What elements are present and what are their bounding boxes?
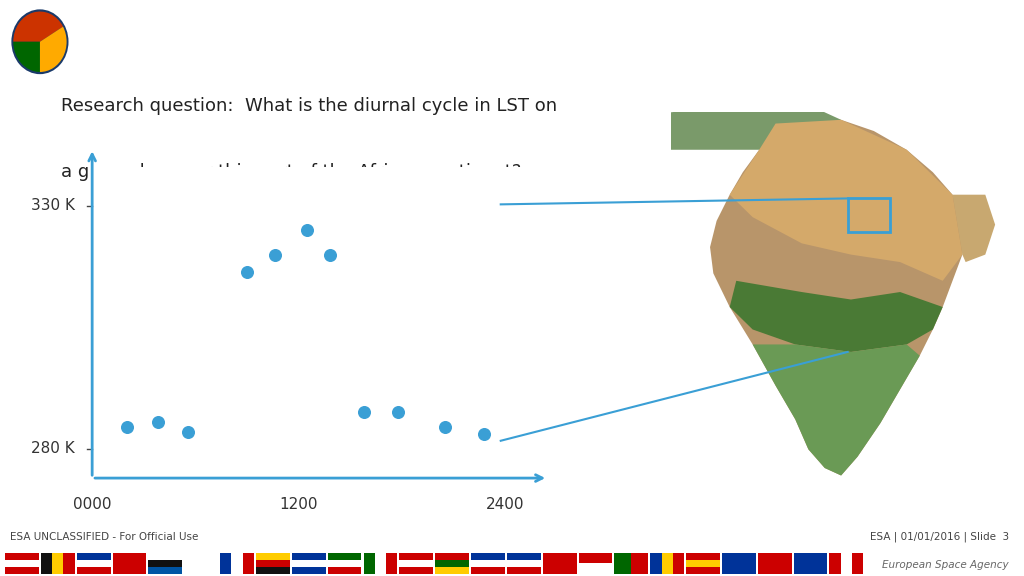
Bar — [256, 553, 290, 560]
Text: ESA UNCLASSIFIED - For Official Use: ESA UNCLASSIFIED - For Official Use — [10, 532, 199, 542]
Bar — [435, 560, 469, 567]
Bar — [292, 567, 326, 574]
Point — [390, 408, 407, 417]
Bar — [686, 553, 720, 560]
Bar — [292, 553, 326, 560]
Polygon shape — [753, 344, 920, 476]
Text: Diurnal cycle in LST (1): Diurnal cycle in LST (1) — [94, 28, 432, 56]
Bar — [650, 553, 662, 574]
Bar — [386, 553, 397, 574]
Bar — [77, 567, 111, 574]
Polygon shape — [730, 281, 943, 352]
Text: 1200: 1200 — [280, 497, 317, 511]
Point — [266, 250, 283, 259]
Bar — [852, 553, 863, 574]
Bar — [375, 553, 386, 574]
Bar — [758, 553, 792, 574]
Text: 0000: 0000 — [73, 497, 112, 511]
Bar — [399, 560, 433, 567]
Point — [180, 427, 197, 437]
Bar — [631, 553, 648, 574]
Text: 280 K: 280 K — [31, 441, 75, 456]
Point — [150, 418, 166, 427]
Wedge shape — [13, 12, 63, 42]
Bar — [364, 553, 375, 574]
Bar — [471, 560, 505, 567]
Bar — [5, 560, 39, 567]
Bar — [63, 553, 75, 574]
Bar — [686, 567, 720, 574]
Bar — [328, 567, 361, 574]
Text: 330 K: 330 K — [31, 198, 75, 214]
Bar — [662, 553, 673, 574]
Bar — [184, 553, 218, 574]
Text: European Space Agency: European Space Agency — [882, 560, 1009, 570]
Text: 2400: 2400 — [485, 497, 524, 511]
Bar — [579, 563, 612, 574]
Bar — [673, 553, 684, 574]
Point — [299, 226, 315, 235]
Bar — [328, 560, 361, 567]
Point — [322, 250, 338, 259]
Bar — [722, 553, 756, 574]
Bar — [113, 553, 146, 574]
Bar — [52, 553, 63, 574]
Bar — [77, 553, 111, 560]
Bar — [41, 553, 52, 574]
Bar — [399, 567, 433, 574]
Bar — [841, 553, 852, 574]
Polygon shape — [671, 105, 841, 150]
Bar — [5, 553, 39, 560]
Point — [436, 422, 453, 431]
Text: ESA | 01/01/2016 | Slide  3: ESA | 01/01/2016 | Slide 3 — [869, 532, 1009, 542]
Bar — [507, 567, 541, 574]
Bar — [471, 553, 505, 560]
Bar — [256, 567, 290, 574]
Bar — [579, 553, 612, 563]
Wedge shape — [40, 26, 67, 72]
Bar — [829, 553, 841, 574]
Bar — [543, 553, 577, 574]
Text: Research question:  What is the diurnal cycle in LST on: Research question: What is the diurnal c… — [61, 97, 557, 115]
Bar — [148, 567, 182, 574]
Wedge shape — [13, 42, 40, 72]
Point — [355, 408, 372, 417]
Bar — [328, 553, 361, 560]
Bar — [243, 553, 254, 574]
Bar — [292, 560, 326, 567]
Point — [476, 430, 493, 439]
Polygon shape — [710, 116, 966, 476]
Bar — [148, 560, 182, 567]
Bar — [148, 553, 182, 560]
Bar — [686, 560, 720, 567]
Bar — [231, 553, 243, 574]
Bar — [5, 567, 39, 574]
Polygon shape — [952, 195, 995, 262]
Polygon shape — [730, 120, 963, 281]
Bar — [848, 198, 890, 232]
Bar — [614, 553, 631, 574]
Bar — [471, 567, 505, 574]
Point — [119, 422, 135, 431]
Bar — [256, 560, 290, 567]
Bar — [399, 553, 433, 560]
Bar — [220, 553, 231, 574]
Bar — [507, 553, 541, 560]
Bar — [794, 553, 827, 574]
Bar — [435, 567, 469, 574]
Bar — [507, 560, 541, 567]
Point — [239, 267, 255, 276]
Text: a given day over this part of the African continent?: a given day over this part of the Africa… — [61, 163, 522, 181]
Circle shape — [11, 9, 69, 74]
Text: esa: esa — [927, 29, 986, 59]
Bar — [435, 553, 469, 560]
Bar — [77, 560, 111, 567]
